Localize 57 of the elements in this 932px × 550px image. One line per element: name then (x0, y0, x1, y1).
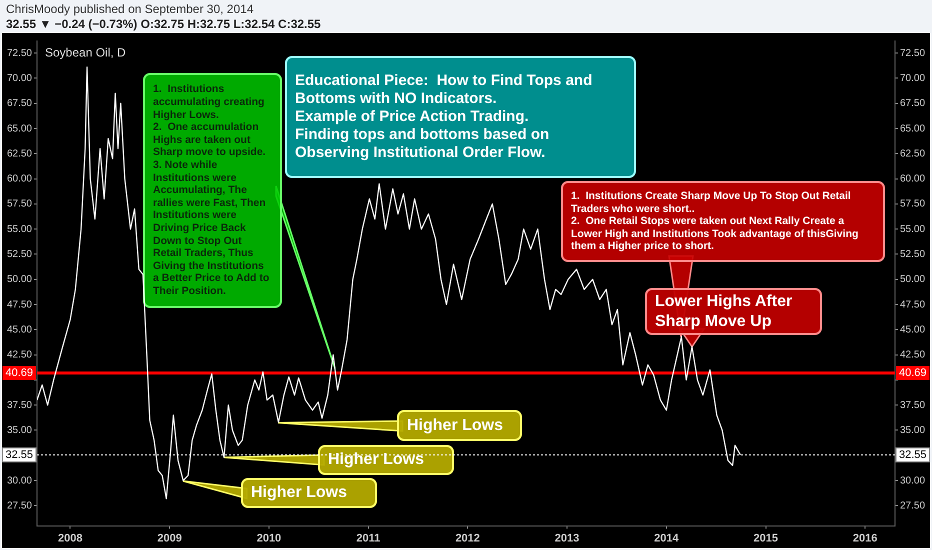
y-tick-label: 65.00 (6, 123, 32, 134)
annotation: Educational Piece: How to Find Tops and Bottoms with NO Indicators. Example of Price Action Trading. Finding tops and bottoms based on Observing Institutional Order Flow. (295, 72, 594, 162)
text: 1. Institutions accumulating creating Higher Lows. 2. One accumulation Highs are taken out Sharp move to upside. 3. Note while Institutions were Accumulating, The rallies were Fast, Then Institutions were Driving Price Back Down to Stop Out Retail Traders, Thus Giving the Institutions a Better Price to Add to Their Position. (153, 83, 270, 297)
y-tick-label: 42.50 (6, 350, 32, 361)
x-tick-label: 2011 (356, 532, 380, 544)
y-tick-label: 35.00 (6, 425, 32, 436)
y-tick-label: 27.50 (6, 500, 32, 512)
x-tick-label: 2009 (157, 532, 182, 544)
y-tick-label: 52.50 (6, 248, 32, 260)
y2-tick-label: 72.50 (900, 48, 926, 59)
text: 32.55 ▼ −0.24 (−0.73%) O:32.75 H:32.75 L:32.54 C:32.55 (6, 17, 322, 32)
ref-line-label: 40.69 (5, 367, 34, 380)
chart-title: Soybean Oil, D (45, 45, 126, 60)
x-tick-label: 2014 (654, 532, 680, 544)
y-tick-label: 45.00 (6, 324, 32, 336)
y-tick-label: 67.50 (6, 98, 32, 110)
ref-line-label: 32.55 (5, 448, 34, 461)
y-tick-label: 55.00 (6, 224, 32, 235)
y-tick-label: 47.50 (6, 299, 32, 310)
y2-tick-label: 67.50 (900, 98, 926, 110)
y2-tick-label: 35.00 (900, 425, 926, 436)
annotation: Higher Lows (328, 450, 426, 470)
annotation: Higher Lows (407, 416, 504, 436)
y2-tick-label: 47.50 (900, 299, 926, 310)
y2-tick-label: 60.00 (900, 174, 926, 185)
y-tick-label: 57.50 (6, 198, 32, 210)
y2-tick-label: 45.00 (900, 324, 926, 336)
x-tick-label: 2013 (554, 532, 580, 544)
y2-tick-label: 57.50 (900, 198, 926, 210)
text: 40.69 (899, 367, 927, 380)
y-tick-label: 70.00 (6, 72, 32, 84)
y-tick-label: 50.00 (6, 274, 32, 286)
text: 32.55 (899, 448, 927, 461)
x-tick-label: 2008 (58, 532, 82, 544)
y2-tick-label: 27.50 (900, 500, 926, 512)
y2-tick-label: 55.00 (900, 224, 926, 235)
y2-tick-label: 30.00 (900, 475, 926, 486)
text: ChrisMoody published on September 30, 2014 (6, 1, 254, 17)
y-tick-label: 62.50 (6, 148, 32, 160)
y2-tick-label: 65.00 (900, 123, 926, 134)
y2-tick-label: 50.00 (900, 274, 926, 286)
y-tick-label: 60.00 (6, 174, 32, 185)
y2-tick-label: 42.50 (900, 350, 926, 361)
y2-tick-label: 62.50 (900, 148, 926, 160)
x-tick-label: 2015 (754, 532, 778, 544)
y-tick-label: 37.50 (6, 400, 32, 411)
y2-tick-label: 70.00 (900, 72, 926, 84)
x-tick-label: 2016 (852, 532, 878, 544)
x-tick-label: 2010 (256, 532, 282, 544)
annotation: Lower Highs After Sharp Move Up (655, 292, 794, 331)
y2-tick-label: 52.50 (900, 248, 926, 260)
y-tick-label: 30.00 (6, 475, 32, 486)
y2-tick-label: 37.50 (900, 400, 926, 411)
annotation: 1. Institutions Create Sharp Move Up To Stop Out Retail Traders who were short.. 2. One Retail Stops were taken out Next Rally Create a Lower High and Institutions Took advantage of thisGiving them a Higher price to short. (571, 190, 860, 253)
x-tick-label: 2012 (455, 532, 480, 544)
annotation: Higher Lows (251, 483, 348, 503)
y-tick-label: 72.50 (6, 48, 32, 59)
